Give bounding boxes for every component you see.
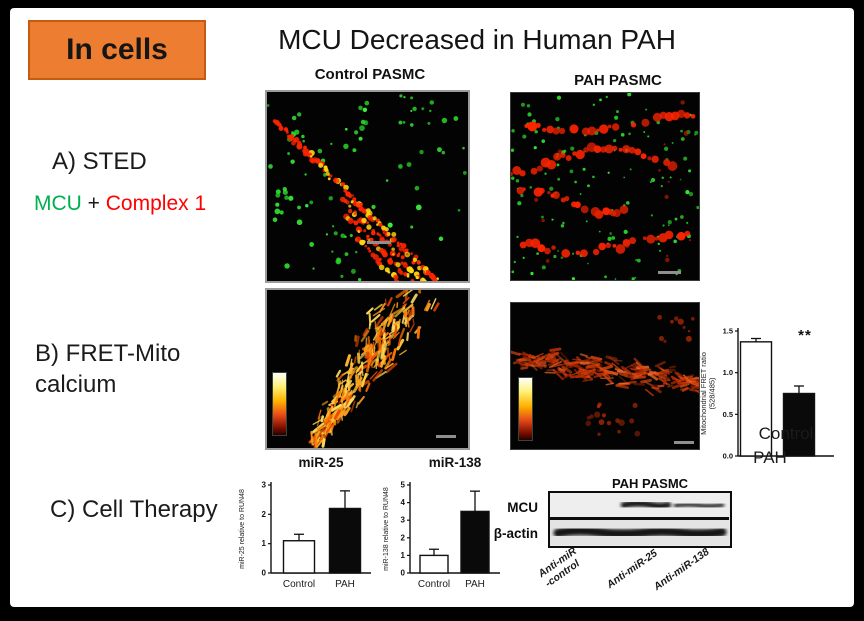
column-header-control-pasmc: Control PASMC [314, 66, 426, 83]
svg-text:1: 1 [262, 539, 267, 548]
svg-text:PAH: PAH [335, 579, 355, 590]
lane-label-anti-mir-control: Anti-miR -control [536, 545, 582, 590]
svg-text:2: 2 [262, 510, 267, 519]
svg-text:miR-138: miR-138 [429, 455, 482, 470]
legend-plus: + [81, 192, 106, 215]
sted-control-image [265, 90, 470, 283]
intensity-colorbar [518, 377, 533, 441]
sted-pah-image [510, 92, 700, 281]
svg-text:Mitochondrial FRET ratio(528/4: Mitochondrial FRET ratio(528/485) [699, 352, 717, 435]
scale-bar [674, 441, 694, 444]
svg-text:2: 2 [401, 533, 406, 542]
svg-text:Control: Control [418, 579, 450, 590]
svg-text:PAH: PAH [465, 579, 485, 590]
fret-control-image [265, 288, 470, 450]
svg-text:1.0: 1.0 [723, 368, 733, 377]
blot-row-label-bactin: β-actin [493, 526, 538, 541]
western-blot-box [548, 491, 732, 548]
svg-text:0.0: 0.0 [723, 452, 733, 461]
slide: In cells MCU Decreased in Human PAH Cont… [10, 8, 854, 607]
fret-xlabel-pah: PAH [753, 448, 787, 467]
svg-text:1: 1 [401, 551, 406, 560]
in-cells-badge: In cells [28, 20, 206, 80]
svg-text:0: 0 [262, 569, 267, 578]
svg-text:3: 3 [262, 481, 267, 490]
column-header-pah-pasmc: PAH PASMC [574, 72, 662, 89]
svg-text:miR-25 relative to RUN48: miR-25 relative to RUN48 [239, 489, 246, 569]
svg-text:3: 3 [401, 516, 406, 525]
svg-text:miR-138 relative to RUN48: miR-138 relative to RUN48 [383, 487, 390, 571]
svg-text:0.5: 0.5 [723, 410, 733, 419]
svg-text:5: 5 [401, 481, 406, 490]
stain-legend: MCU + Complex 1 [34, 192, 206, 216]
section-a-label: A) STED [52, 148, 147, 175]
intensity-colorbar [272, 372, 287, 436]
fret-pah-image [510, 302, 700, 450]
legend-mcu: MCU [34, 192, 82, 215]
fret-xlabel-control: Control [758, 424, 814, 443]
section-b-label: B) FRET-Mito calcium [35, 340, 181, 399]
lane-label-anti-mir-25: Anti-miR-25 [604, 547, 660, 591]
western-blot-title: PAH PASMC [611, 476, 689, 491]
mir25-bar-chart: 0 1 2 3 miR-25 miR-25 relative to RUN48 Contro… [239, 455, 371, 590]
legend-complex1: Complex 1 [105, 192, 207, 215]
svg-text:1.5: 1.5 [723, 327, 733, 336]
blot-row-label-mcu: MCU [507, 500, 538, 515]
svg-text:**: ** [798, 327, 812, 344]
scale-bar [658, 271, 681, 274]
fret-bar-chart: 0.0 0.5 1.0 1.5 Mitochondrial FRET ratio(528… [699, 327, 834, 461]
svg-text:4: 4 [401, 498, 406, 507]
svg-text:miR-25: miR-25 [298, 455, 344, 470]
scale-bar [367, 241, 391, 244]
scale-bar [436, 435, 456, 438]
mir138-bar-chart: 0 1 2 3 4 5 miR-138 miR-138 relative to RUN48 Co… [383, 455, 500, 590]
lane-label-anti-mir-138: Anti-miR-138 [651, 545, 712, 593]
svg-text:Control: Control [283, 579, 315, 590]
slide-title: MCU Decreased in Human PAH [278, 24, 676, 55]
section-c-label: C) Cell Therapy [50, 496, 218, 523]
svg-text:0: 0 [401, 569, 406, 578]
